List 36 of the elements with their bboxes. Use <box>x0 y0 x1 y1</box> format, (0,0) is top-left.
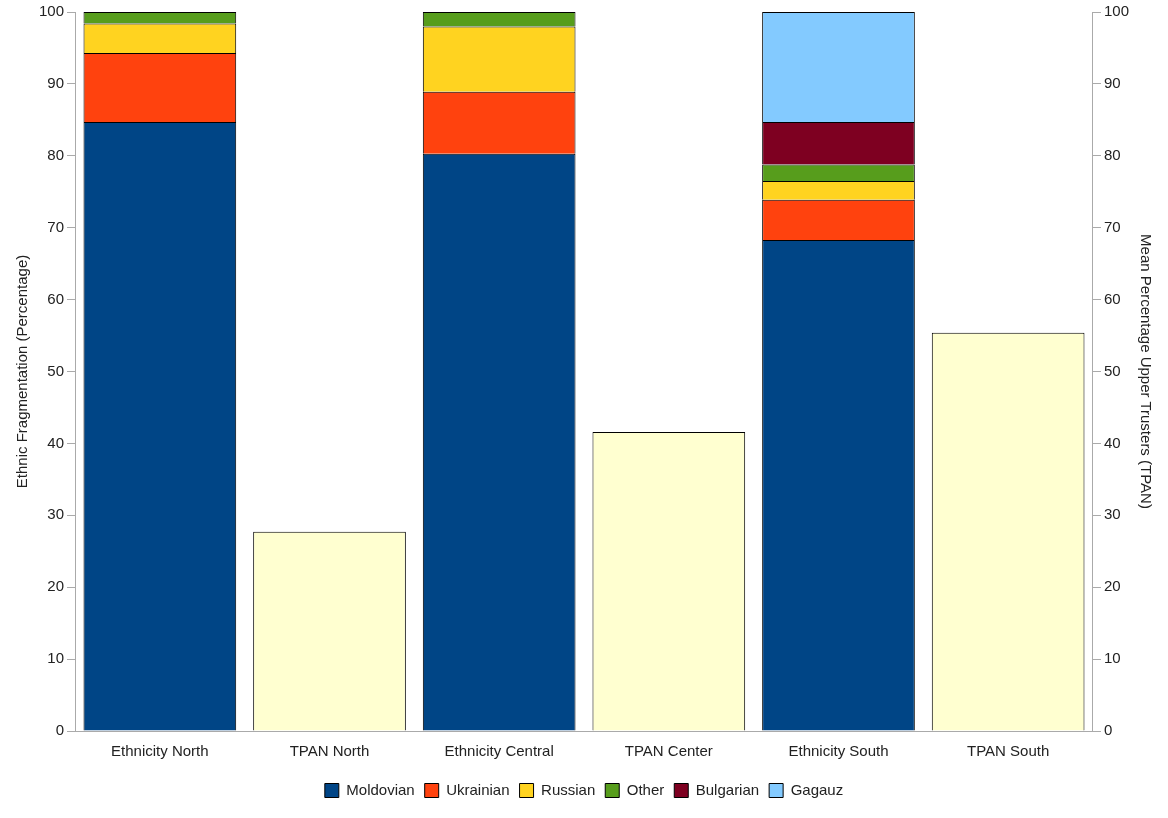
legend-label: Gagauz <box>790 780 844 798</box>
y-tick-label: 10 <box>47 649 65 667</box>
x-tick-label: TPAN Center <box>624 742 713 760</box>
y2-tick-label: 10 <box>1103 649 1121 667</box>
y-tick-label: 90 <box>47 74 65 92</box>
y2-axis-title: Mean Percentage Upper Trusters (TPAN) <box>1137 234 1155 509</box>
legend-label: Other <box>626 780 665 798</box>
y-tick-label: 50 <box>47 361 65 379</box>
y-tick-label: 70 <box>47 217 65 235</box>
y2-tick-label: 30 <box>1103 505 1121 523</box>
legend-label: Russian <box>541 780 596 798</box>
x-tick-label: Ethnicity Central <box>444 742 554 760</box>
y-tick-label: 40 <box>47 433 65 451</box>
y2-tick-label: 90 <box>1103 74 1121 92</box>
y2-tick-label: 40 <box>1103 433 1121 451</box>
y-tick-label: 80 <box>47 145 65 163</box>
y-tick-label: 100 <box>39 2 65 20</box>
y2-tick-label: 50 <box>1103 361 1121 379</box>
x-tick-label: Ethnicity South <box>788 742 889 760</box>
legend-label: Moldovian <box>346 780 415 798</box>
y-tick-label: 60 <box>47 289 65 307</box>
x-tick-label: TPAN North <box>289 742 370 760</box>
legend-label: Bulgarian <box>695 780 760 798</box>
x-tick-label: TPAN South <box>967 742 1050 760</box>
y2-tick-label: 80 <box>1103 145 1121 163</box>
legend-label: Ukrainian <box>446 780 510 798</box>
y-tick-label: 20 <box>47 577 65 595</box>
y-tick-label: 30 <box>47 505 65 523</box>
y2-tick-label: 100 <box>1103 2 1129 20</box>
y-axis-title: Ethnic Fragmentation (Percentage) <box>13 254 31 489</box>
y2-tick-label: 20 <box>1103 577 1121 595</box>
y2-tick-label: 60 <box>1103 289 1121 307</box>
x-tick-label: Ethnicity North <box>111 742 209 760</box>
y2-tick-label: 0 <box>1103 721 1113 739</box>
y2-tick-label: 70 <box>1103 217 1121 235</box>
y-tick-label: 0 <box>55 721 65 739</box>
